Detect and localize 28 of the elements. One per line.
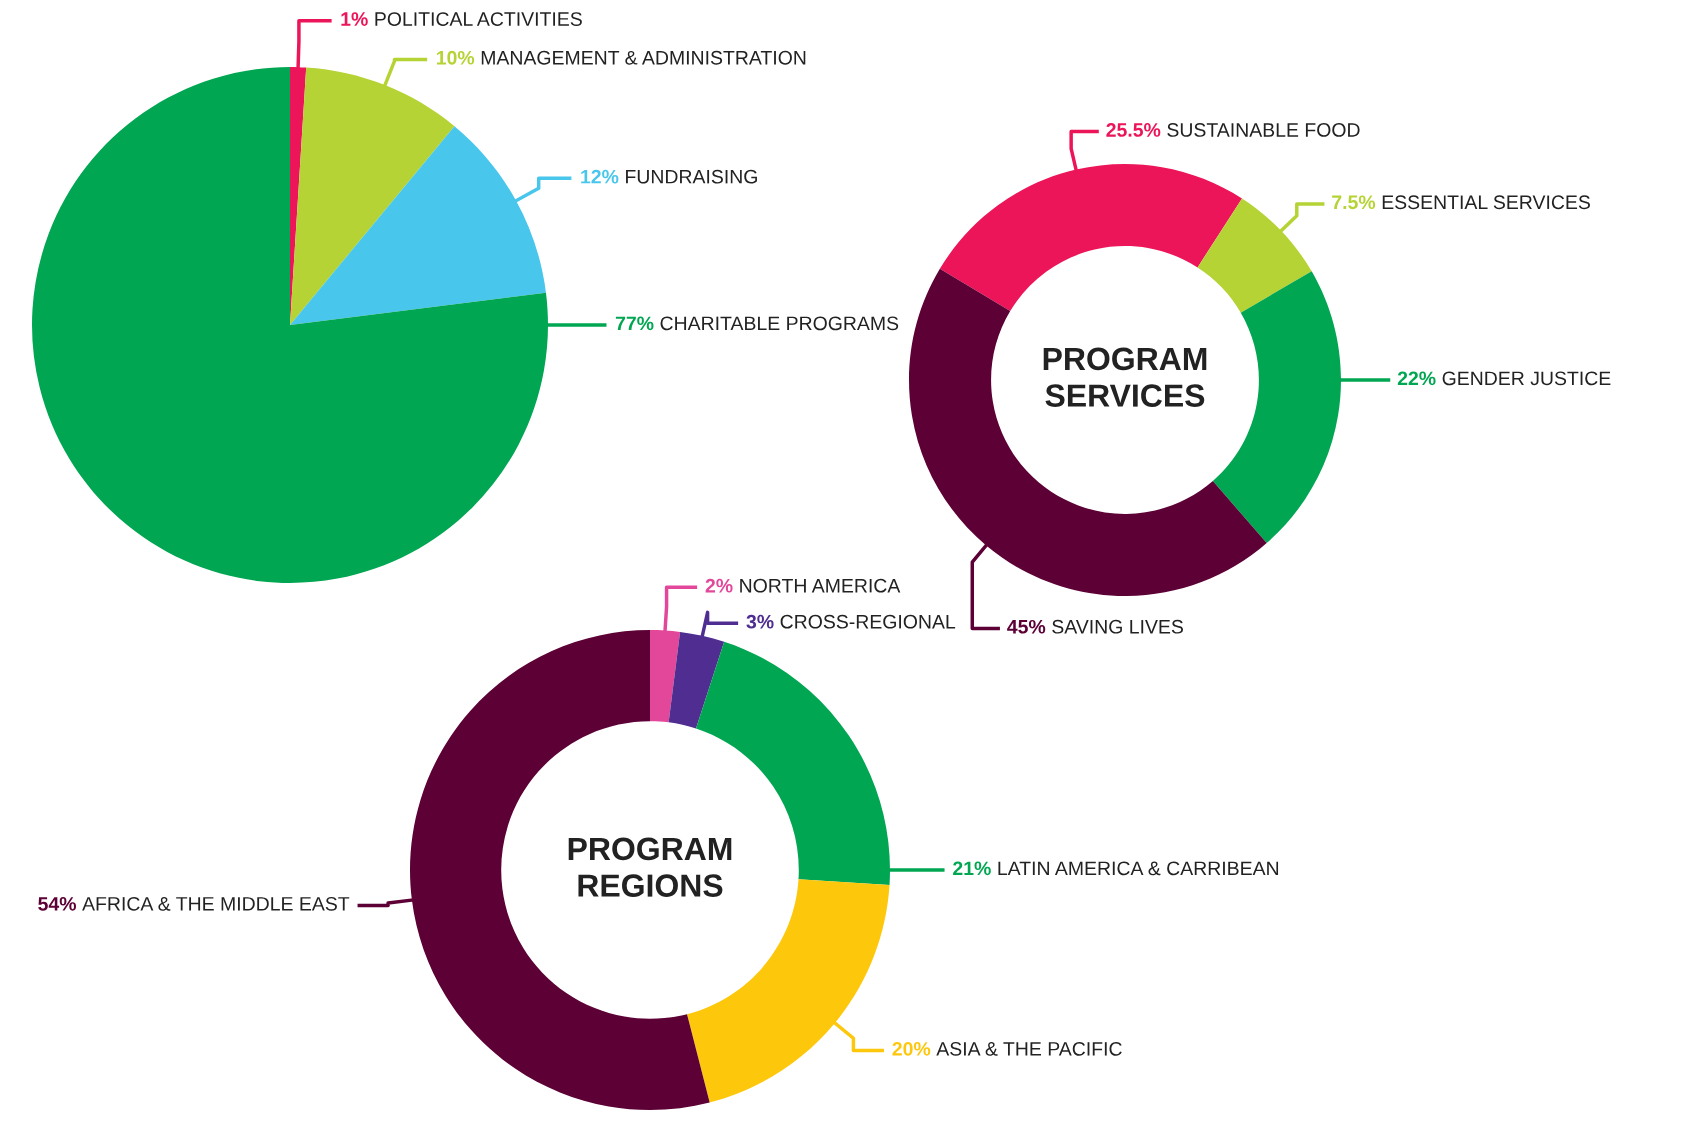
text: PROGRAM SERVICES <box>1043 347 1207 407</box>
data-label: 54% <box>38 896 76 911</box>
data-label: 10% <box>436 50 475 65</box>
data-label: 12% <box>581 169 619 184</box>
slice-label: GENDER JUSTICE <box>1442 371 1611 386</box>
data-label: 2% <box>705 578 733 593</box>
slice-label: AFRICA & THE MIDDLE EAST <box>82 896 350 911</box>
data-label: 77% <box>615 316 654 331</box>
text: PROGRAM REGIONS <box>568 837 732 897</box>
data-label: 45% <box>1007 619 1046 634</box>
data-label: 22% <box>1397 371 1436 386</box>
data-label: 1% <box>341 12 368 26</box>
slice-label: ESSENTIAL SERVICES <box>1382 195 1590 210</box>
slice-label: FUNDRAISING <box>626 169 757 184</box>
data-label: 7.5% <box>1332 195 1376 210</box>
slice-label: POLITICAL ACTIVITIES <box>375 12 582 26</box>
slice-label: NORTH AMERICA <box>740 578 901 593</box>
data-label: 25.5% <box>1106 123 1161 137</box>
slice-label: ASIA & THE PACIFIC <box>936 1041 1122 1056</box>
slice-label: SAVING LIVES <box>1052 619 1183 634</box>
slice-label: LATIN AMERICA & CARRIBEAN <box>998 861 1279 876</box>
data-label: 21% <box>953 861 991 876</box>
slice-label: MANAGEMENT & ADMINISTRATION <box>481 50 806 65</box>
slice-label: CROSS-REGIONAL <box>780 614 956 629</box>
data-label: 20% <box>892 1041 931 1056</box>
data-label: 3% <box>746 614 774 629</box>
slice-label: SUSTAINABLE FOOD <box>1167 123 1360 137</box>
slice-label: CHARITABLE PROGRAMS <box>660 316 899 331</box>
